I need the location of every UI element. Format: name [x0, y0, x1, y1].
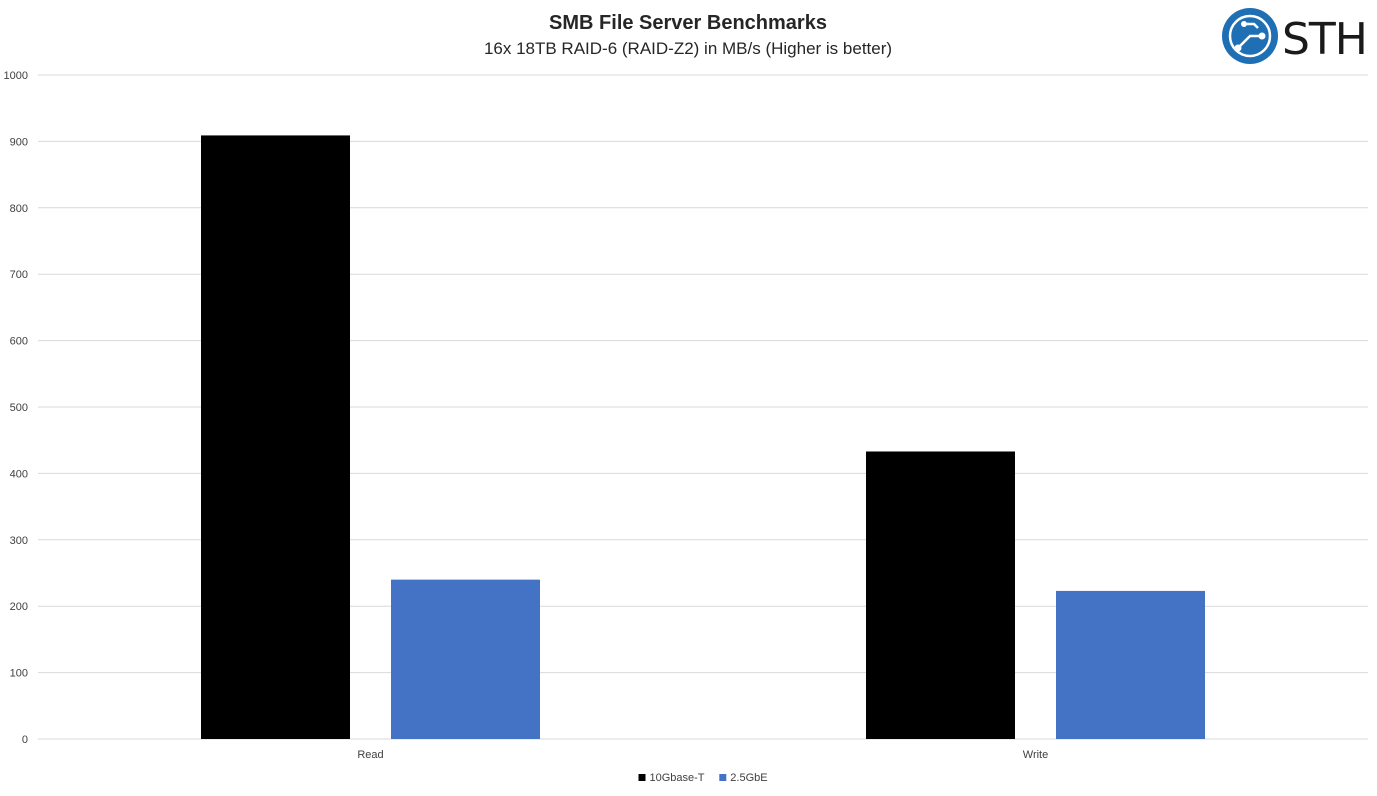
x-category-label: Read — [357, 749, 383, 761]
legend-swatch — [719, 774, 727, 781]
chart-title: SMB File Server Benchmarks — [549, 12, 827, 34]
legend-swatch — [638, 774, 646, 781]
circuit-globe-icon — [1222, 8, 1278, 64]
bar-10gbase-t-write — [866, 451, 1015, 739]
y-tick-label: 100 — [10, 668, 28, 680]
legend-label: 2.5GbE — [730, 772, 767, 784]
x-category-label: Write — [1023, 749, 1048, 761]
y-tick-label: 400 — [10, 468, 28, 480]
bar-2-5gbe-write — [1056, 590, 1205, 739]
x-axis-categories: Read Write — [357, 749, 1048, 761]
logo-text: STH — [1282, 14, 1367, 65]
y-tick-label: 500 — [10, 402, 28, 414]
y-tick-label: 900 — [10, 136, 28, 148]
y-tick-label: 700 — [10, 269, 28, 281]
sth-logo: STH — [1222, 8, 1368, 65]
bar-2-5gbe-read — [391, 579, 540, 739]
bars — [201, 135, 1205, 739]
y-tick-label: 600 — [10, 336, 28, 348]
y-tick-label: 800 — [10, 203, 28, 215]
y-tick-label: 200 — [10, 601, 28, 613]
legend-label: 10Gbase-T — [650, 772, 705, 784]
legend: 10Gbase-T 2.5GbE — [638, 772, 768, 784]
y-tick-label: 0 — [22, 734, 28, 746]
chart-subtitle: 16x 18TB RAID-6 (RAID-Z2) in MB/s (Highe… — [484, 39, 892, 58]
y-tick-label: 1000 — [4, 70, 28, 82]
y-axis-ticks: 0 100 200 300 400 500 600 700 800 900 1000 — [4, 70, 28, 746]
bar-10gbase-t-read — [201, 135, 350, 739]
y-tick-label: 300 — [10, 535, 28, 547]
